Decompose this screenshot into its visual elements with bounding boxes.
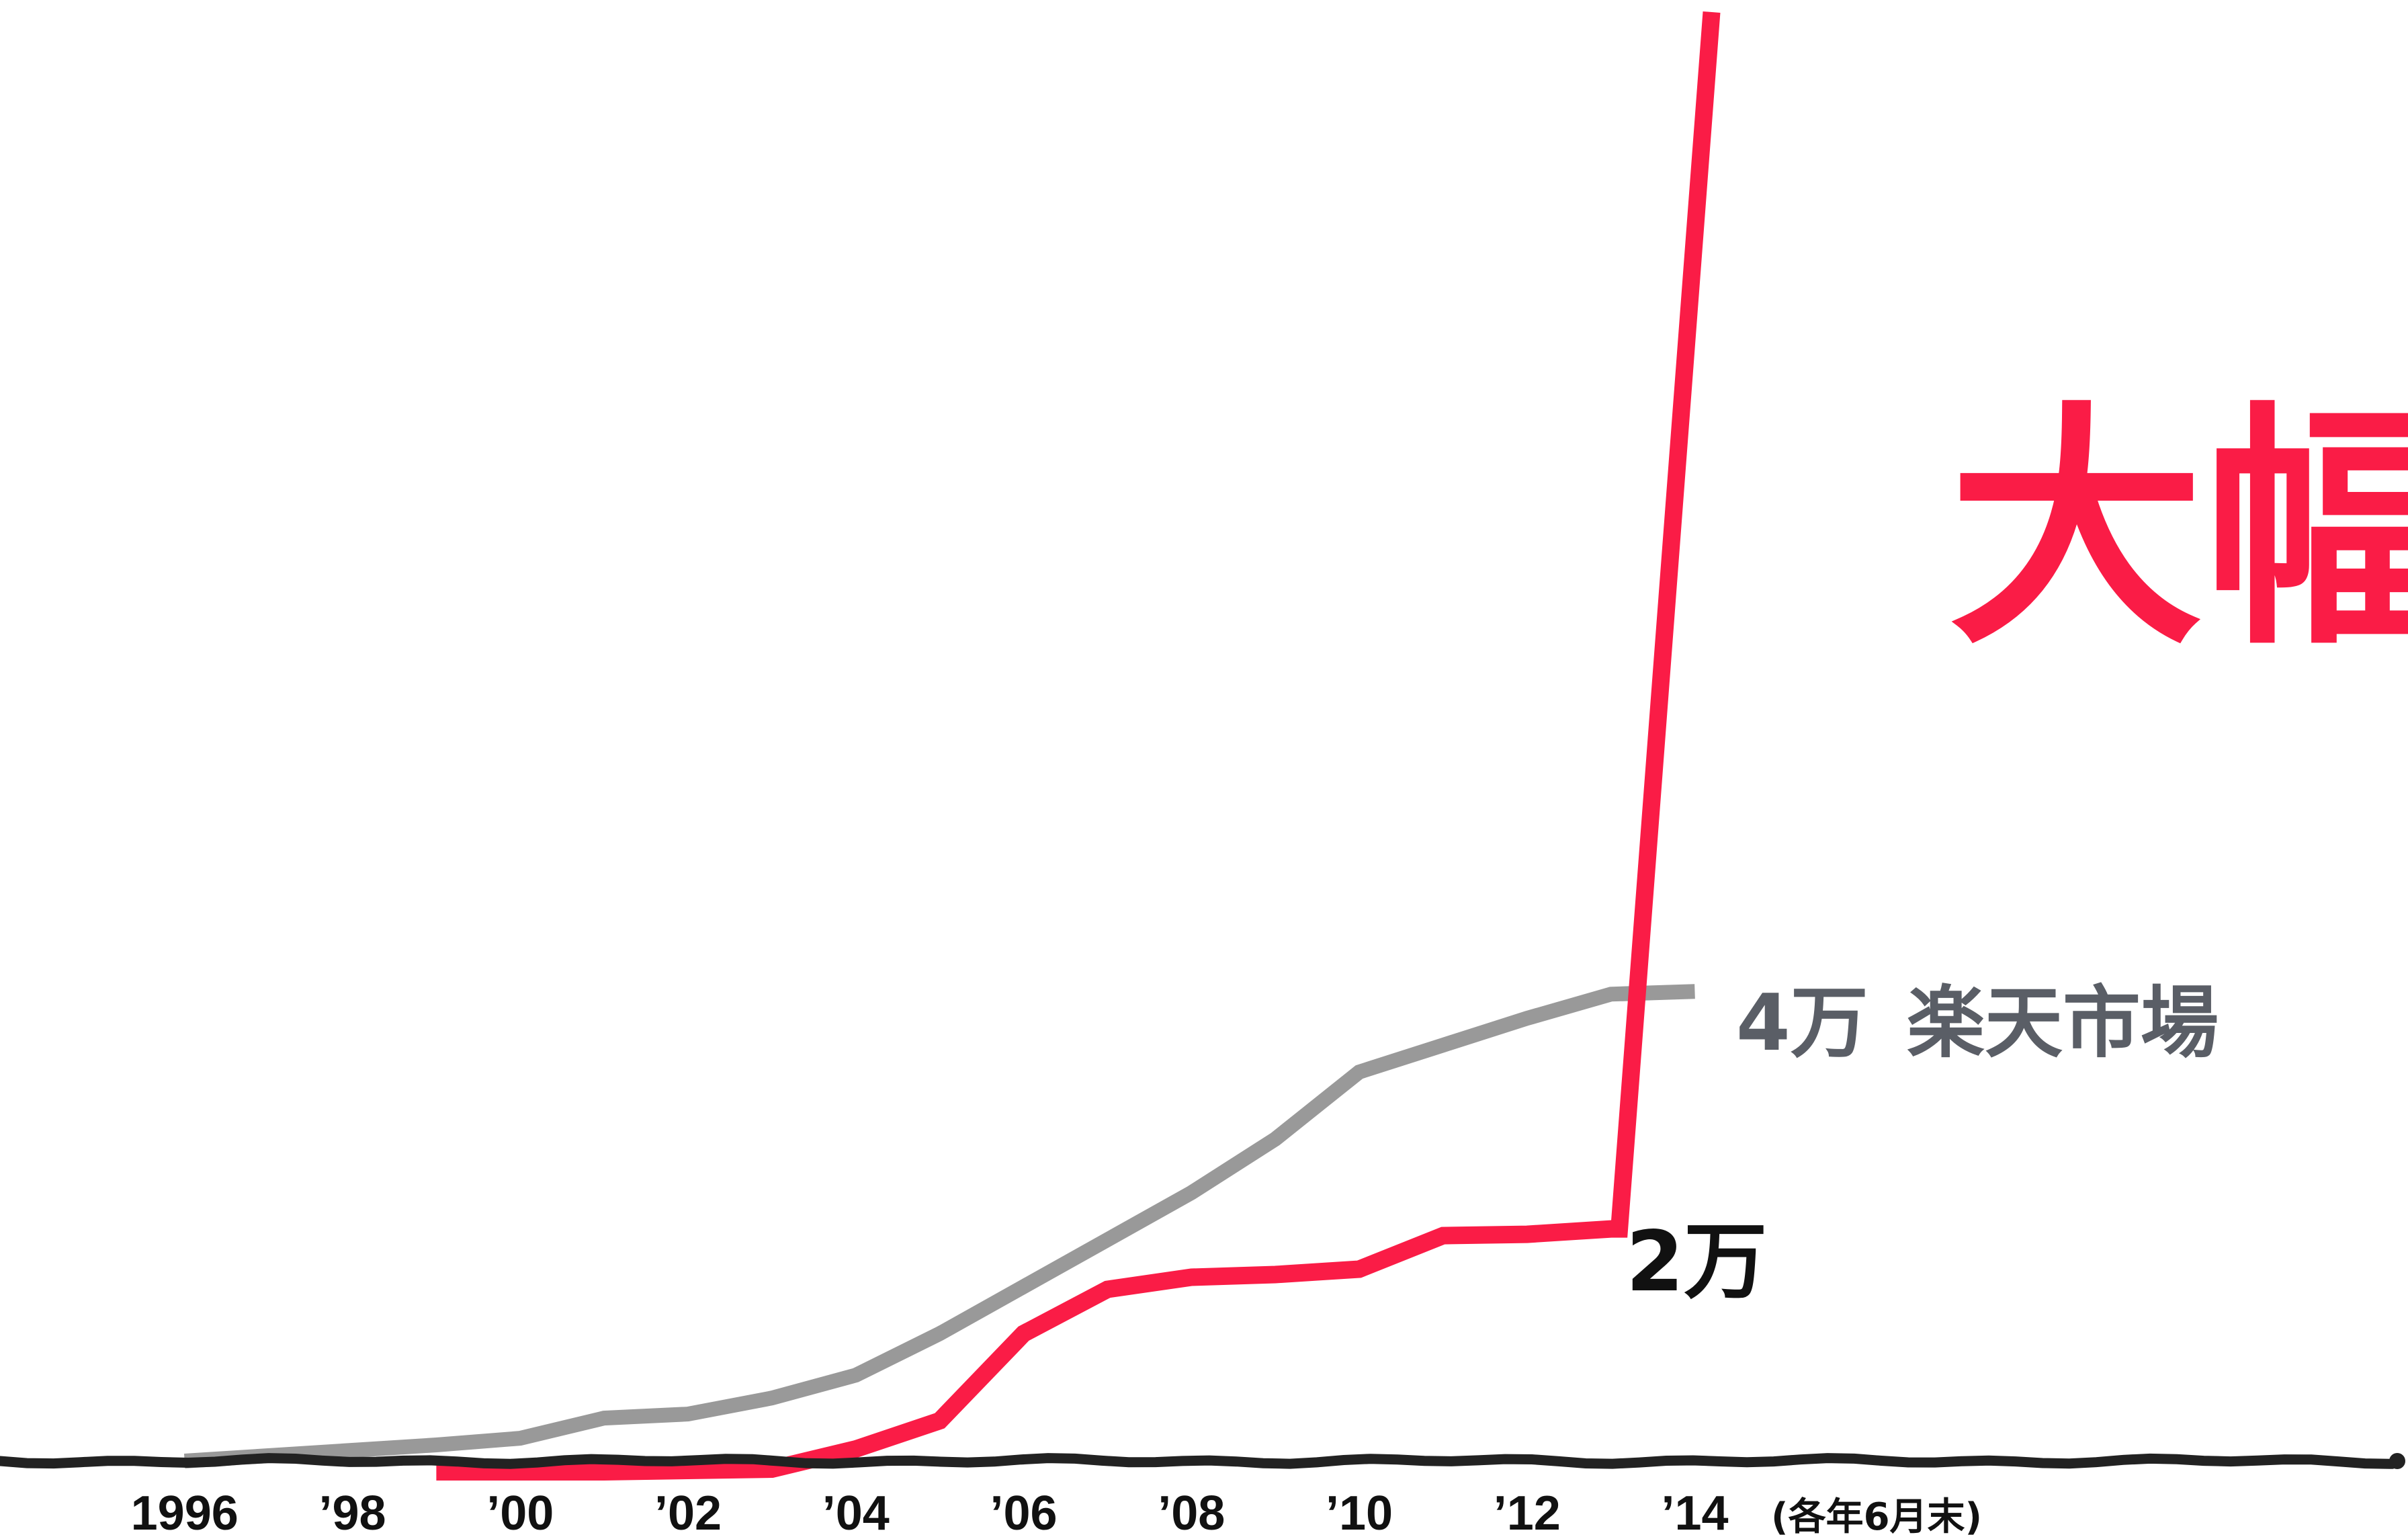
series-layer xyxy=(183,11,1721,1481)
red-series-value-label: 2万 xyxy=(1626,1214,1767,1311)
series-end-labels: 4万 楽天市場 2万 xyxy=(1626,978,2219,1311)
x-tick-label: ’14 xyxy=(1661,1487,1728,1539)
x-tick-label: ’98 xyxy=(318,1487,386,1539)
x-tick-label: 1996 xyxy=(131,1487,239,1539)
x-tick-label: ’06 xyxy=(990,1487,1057,1539)
rakuten-series-line xyxy=(183,984,1695,1468)
x-tick-label: ’12 xyxy=(1494,1487,1561,1539)
x-tick-label: ’08 xyxy=(1158,1487,1225,1539)
x-tick-label: ’02 xyxy=(654,1487,722,1539)
headline-text: 大幅 xyxy=(1948,381,2408,679)
x-tick-label: ’00 xyxy=(486,1487,554,1539)
x-tick-label: ’04 xyxy=(822,1487,890,1539)
x-axis-end-dot xyxy=(2389,1453,2405,1469)
red-series-line xyxy=(436,11,1721,1481)
x-tick-labels: 1996 ’98 ’00 ’02 ’04 ’06 ’08 ’10 ’12 ’14 xyxy=(131,1487,1729,1539)
rakuten-series-name-label: 楽天市場 xyxy=(1907,978,2219,1069)
x-axis-line xyxy=(0,1453,2397,1469)
x-tick-label: ’10 xyxy=(1326,1487,1393,1539)
x-axis-note: (各年6月末) xyxy=(1771,1495,1982,1539)
rakuten-value-label: 4万 xyxy=(1736,978,1868,1069)
